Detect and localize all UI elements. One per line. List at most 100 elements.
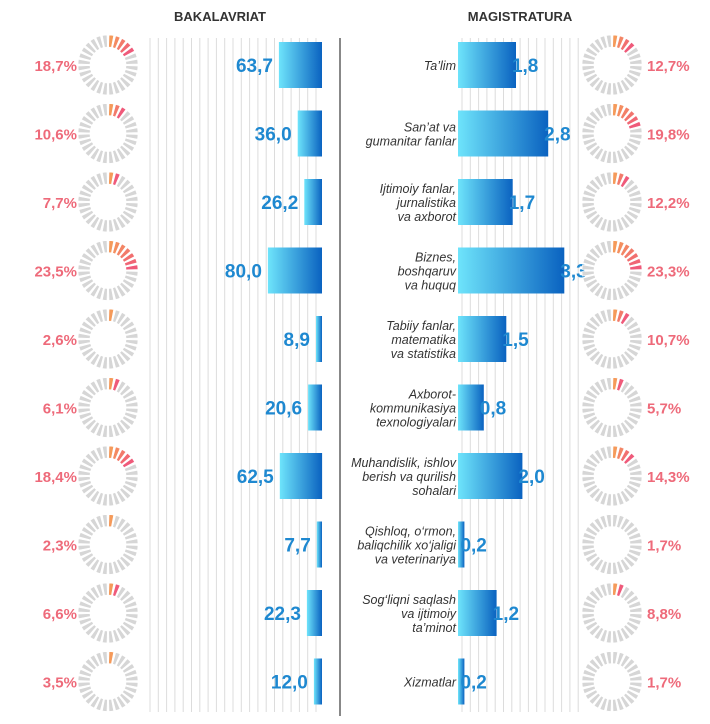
donut-segment [593, 654, 605, 668]
donut-segment [81, 209, 94, 221]
donut-segment [626, 141, 639, 152]
donut-segment [122, 115, 135, 126]
donut-segment [628, 137, 642, 146]
donut-segment [605, 150, 612, 164]
donut-left [77, 171, 139, 233]
donut-segment [125, 544, 139, 551]
donut-segment [108, 582, 115, 596]
donut-segment [124, 206, 138, 215]
donut-segment [619, 490, 631, 503]
donut-segment [108, 103, 115, 117]
donut-segment [108, 34, 115, 48]
share-label-right: 12,2% [647, 195, 690, 212]
category-label-line: jurnalistika [395, 196, 456, 210]
donut-segment [89, 106, 101, 120]
donut-segment [605, 493, 612, 507]
donut-segment [581, 264, 595, 271]
donut-segment [112, 172, 121, 186]
donut-segment [626, 115, 639, 126]
donut-segment [108, 308, 115, 322]
donut-segment [112, 378, 121, 392]
donut-segment [616, 81, 625, 95]
donut-segment [582, 343, 596, 352]
donut-segment [626, 415, 639, 426]
donut-segment [629, 127, 643, 134]
donut-segment [81, 663, 94, 674]
donut-segment [84, 692, 97, 705]
value-label-right: 3,3 [560, 262, 586, 283]
donut-segment [629, 681, 643, 688]
category-label-line: texnologiyalari [376, 416, 457, 430]
donut-segment [582, 206, 596, 215]
donut-segment [628, 69, 642, 78]
donut-segment [84, 144, 97, 157]
donut-segment [585, 320, 598, 332]
donut-segment [626, 526, 639, 537]
donut-segment [619, 175, 631, 188]
donut-segment [112, 241, 121, 255]
donut-segment [588, 589, 601, 602]
donut-segment [623, 418, 636, 431]
donut-segment [581, 127, 595, 134]
donut-right [581, 651, 643, 712]
donut-segment [623, 555, 636, 568]
donut-segment [593, 695, 605, 709]
donut-segment [119, 589, 132, 602]
donut-segment [599, 81, 608, 95]
donut-segment [108, 424, 115, 438]
donut-segment [626, 620, 639, 632]
donut-segment [599, 378, 608, 392]
donut-segment [84, 555, 97, 568]
category-label-line: Xizmatlar [403, 676, 457, 690]
bar-left [304, 179, 322, 225]
donut-segment [605, 514, 612, 528]
donut-segment [78, 206, 92, 215]
donut-segment [593, 586, 605, 599]
donut-segment [119, 350, 132, 363]
donut-segment [588, 521, 601, 534]
donut-segment [612, 561, 619, 575]
donut-segment [628, 343, 642, 352]
donut-segment [81, 183, 94, 195]
category-label-line: matematika [391, 333, 456, 347]
donut-segment [605, 445, 612, 459]
donut-segment [623, 452, 636, 465]
donut-segment [81, 346, 94, 358]
category-label-line: kommunikasiya [370, 402, 456, 416]
donut-segment [112, 355, 121, 369]
donut-right [581, 103, 643, 164]
donut-segment [89, 175, 101, 188]
donut-segment [115, 175, 127, 188]
share-label-left: 18,7% [34, 58, 77, 75]
donut-segment [115, 490, 127, 503]
category-label-line: gumanitar fanlar [366, 135, 457, 149]
donut-segment [84, 452, 97, 465]
donut-segment [122, 183, 135, 195]
donut-segment [124, 274, 138, 283]
donut-segment [89, 380, 101, 394]
donut-segment [623, 213, 636, 226]
donut-segment [95, 355, 104, 369]
donut-segment [124, 326, 138, 335]
donut-segment [112, 104, 121, 118]
category-label-line: Sog‘liqni saqlash [362, 593, 456, 607]
donut-segment [581, 407, 595, 414]
donut-segment [81, 415, 94, 426]
donut-segment [628, 480, 642, 489]
donut-segment [112, 583, 121, 597]
donut-segment [119, 624, 132, 637]
donut-segment [629, 469, 643, 476]
donut-segment [593, 312, 605, 325]
category-label: Biznes, boshqaruv va huquq [398, 251, 457, 293]
donut-segment [108, 514, 115, 528]
chart-marks: 18,7% 63,7 1,8 12,7% Ta’lim 10,6% 36,0 2,8 19,8%… [34, 34, 690, 712]
donut-segment [582, 52, 596, 61]
donut-segment [616, 697, 625, 711]
donut-segment [108, 651, 115, 665]
donut-segment [628, 274, 642, 283]
donut-segment [605, 561, 612, 575]
donut-segment [612, 630, 619, 644]
donut-segment [612, 445, 619, 459]
category-label-line: Axborot- [408, 388, 456, 402]
donut-segment [619, 216, 631, 229]
